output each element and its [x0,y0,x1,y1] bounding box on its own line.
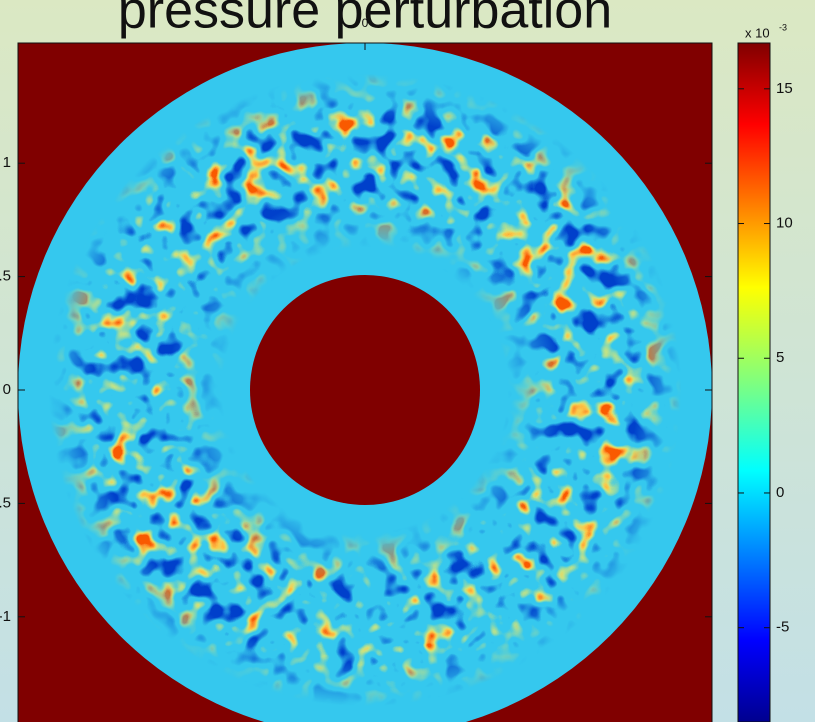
y-tick-label: -0.5 [0,494,11,511]
y-tick-label: 1 [3,154,11,171]
y-tick-label: 0 [3,381,11,398]
colorbar-exponent: -3 [779,22,787,32]
y-tick-label: -1 [0,608,11,625]
colorbar-tick-label: -5 [776,619,789,636]
colorbar-tick-label: 15 [776,80,793,97]
colorbar-tick-label: 10 [776,214,793,231]
colorbar-tick-label: 0 [776,484,784,501]
colorbar-tick-label: 5 [776,349,784,366]
colorbar-multiplier: x 10 [745,25,770,40]
colorbar [738,43,770,722]
inner-core [250,275,480,505]
x-tick-label: 0 [362,16,369,30]
y-tick-label: 0.5 [0,268,11,285]
plot-area [18,43,712,722]
figure: pressure perturbation x 10 -3 -1-0.500.5… [0,0,815,722]
page: {"chart_data": {"type": "heatmap", "titl… [0,0,815,722]
